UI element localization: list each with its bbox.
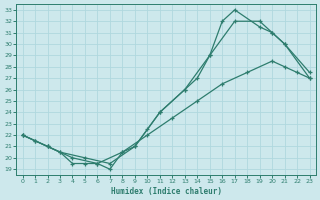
X-axis label: Humidex (Indice chaleur): Humidex (Indice chaleur) <box>111 187 221 196</box>
